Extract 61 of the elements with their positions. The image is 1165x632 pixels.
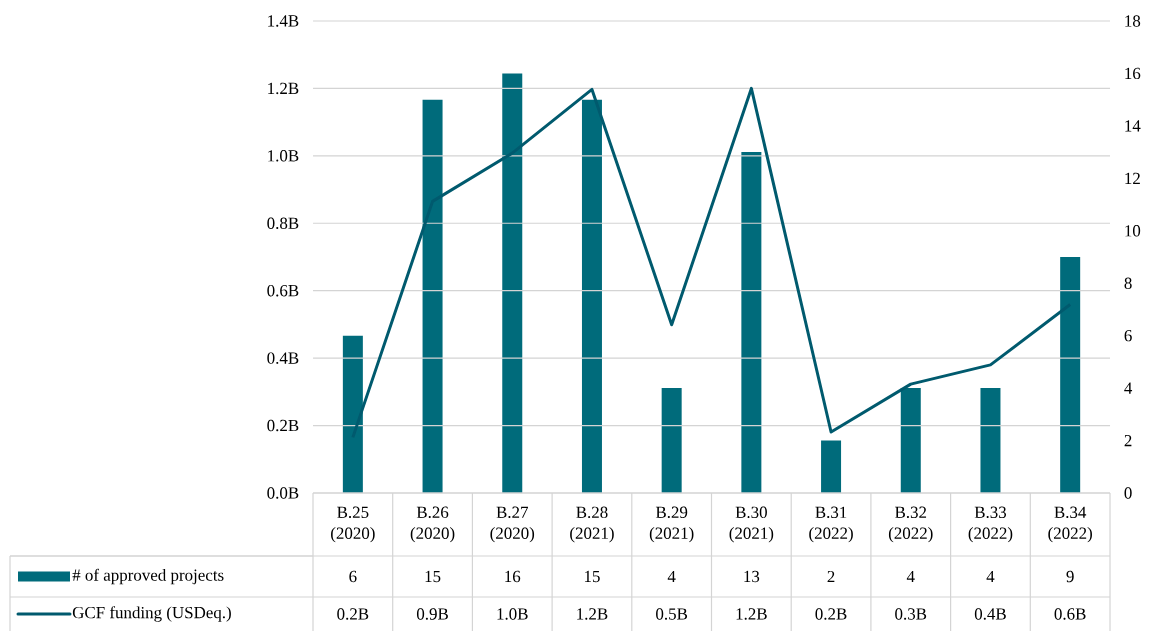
x-tick-label: B.25 (2020) [331, 506, 375, 543]
y-tick-label: 0.4B [267, 352, 299, 365]
bar [342, 335, 363, 494]
data-label: 2 [827, 571, 835, 583]
data-label: 0.6B [1054, 608, 1086, 620]
x-tick-label: B.26 (2020) [410, 506, 455, 543]
data-label: 13 [744, 571, 760, 583]
y-tick-label: 0.6B [267, 285, 299, 297]
bar [502, 73, 523, 494]
bar [1060, 257, 1081, 494]
x-tick-label: B.31 (2022) [809, 506, 853, 543]
y2-tick-label: 2 [1124, 435, 1132, 447]
y2-tick-label: 6 [1124, 330, 1132, 342]
y-tick-label: 1.0B [268, 150, 299, 162]
data-label: 16 [505, 571, 521, 583]
x-tick-label: B.34 (2022) [1048, 506, 1092, 543]
y-tick-label: 0.8B [267, 217, 299, 230]
y-tick-label: 1.2B [268, 82, 299, 95]
x-tick-label: B.28 (2021) [570, 506, 614, 543]
data-label: 0.4B [974, 608, 1006, 620]
data-label: 1.0B [497, 608, 528, 620]
line-series [351, 87, 1072, 440]
y2-tick-label: 10 [1125, 225, 1141, 237]
x-tick-label: B.29 (2021) [649, 506, 694, 543]
y2-tick-label: 8 [1124, 277, 1132, 290]
data-label: 4 [906, 571, 915, 583]
data-label: 0.5B [656, 608, 688, 620]
x-tick-label: B.33 (2022) [968, 506, 1013, 543]
data-label: 9 [1066, 571, 1074, 583]
y-tick-label: 0.2B [267, 420, 299, 432]
data-label: 4 [986, 571, 995, 583]
data-label: 15 [425, 571, 441, 583]
y-tick-label: 1.4B [268, 15, 299, 27]
y2-tick-label: 16 [1125, 67, 1141, 80]
data-label: 1.2B [577, 608, 608, 620]
y2-tick-label: 14 [1125, 120, 1141, 132]
y2-tick-label: 12 [1125, 172, 1140, 185]
bar [900, 388, 921, 494]
x-tick-label: B.30 (2021) [729, 506, 774, 543]
data-label: 0.3B [895, 608, 927, 620]
bar [661, 388, 682, 494]
legend-label: # of approved projects [72, 568, 224, 585]
bar [741, 152, 762, 494]
legend-label: GCF funding (USDeq.) [72, 606, 231, 622]
y2-tick-label: 18 [1125, 15, 1141, 27]
data-label: 15 [584, 571, 600, 583]
x-tick-label: B.27 (2020) [490, 506, 535, 543]
y2-tick-label: 0 [1124, 487, 1132, 499]
x-tick-label: B.32 (2022) [888, 506, 933, 543]
bar [422, 99, 443, 494]
data-label: 0.9B [416, 608, 448, 620]
data-label: 6 [349, 571, 357, 583]
data-label: 4 [667, 571, 676, 583]
data-label: 0.2B [815, 608, 847, 620]
y-tick-label: 0.0B [267, 487, 299, 499]
bar [821, 440, 842, 494]
y2-tick-label: 4 [1124, 382, 1133, 394]
data-label: 1.2B [736, 608, 767, 620]
data-label: 0.2B [337, 608, 369, 620]
bar [980, 388, 1001, 494]
bar [581, 99, 602, 494]
